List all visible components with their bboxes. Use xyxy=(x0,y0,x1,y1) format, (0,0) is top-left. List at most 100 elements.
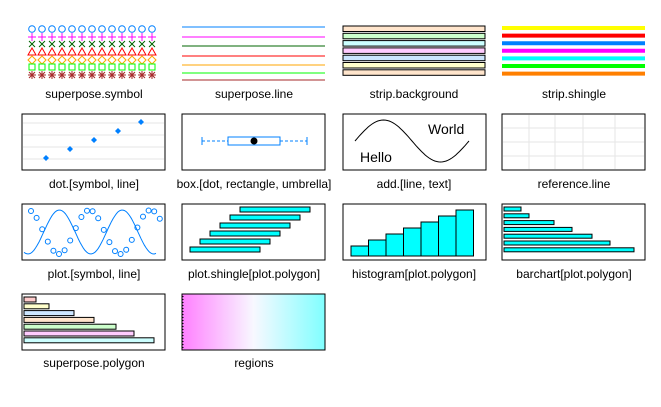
shingle-bar xyxy=(209,230,281,237)
symbol-square xyxy=(148,63,156,71)
symbol-x xyxy=(38,40,46,48)
symbol-circle xyxy=(48,25,56,33)
symbol-plus xyxy=(88,33,96,41)
histogram-bar xyxy=(455,209,474,257)
box-rectangle xyxy=(227,136,281,146)
strip-background-rect xyxy=(342,47,486,54)
plot-symbol xyxy=(84,207,90,214)
symbol-asterisk xyxy=(98,71,106,79)
plot-symbol xyxy=(123,246,130,253)
symbol-triangle xyxy=(107,46,117,56)
symbol-triangle xyxy=(127,46,137,56)
symbol-triangle xyxy=(97,46,107,56)
label-strip-shingle: strip.shingle xyxy=(541,87,607,101)
plot-symbol xyxy=(100,226,107,233)
add-line xyxy=(354,119,470,163)
shingle-bar xyxy=(199,238,271,245)
symbol-diamond xyxy=(107,55,117,65)
strip-background-rect xyxy=(342,40,486,47)
symbol-plus xyxy=(68,33,76,41)
superpose-polygon-bar xyxy=(23,323,117,330)
symbol-triangle xyxy=(147,46,157,56)
symbol-asterisk xyxy=(128,71,136,79)
dot-symbol xyxy=(43,155,49,161)
symbol-square xyxy=(98,63,106,71)
dot-symbol xyxy=(115,128,121,134)
add-text-world: World xyxy=(428,121,464,137)
symbol-x xyxy=(108,40,116,48)
barchart-bar xyxy=(503,240,611,246)
barchart-bar xyxy=(503,247,635,253)
symbol-triangle xyxy=(67,46,77,56)
dot-symbol xyxy=(138,119,144,125)
symbol-circle xyxy=(138,25,146,33)
symbol-circle xyxy=(88,25,96,33)
symbol-plus xyxy=(78,33,86,41)
plot-symbol xyxy=(33,214,40,221)
symbol-asterisk xyxy=(48,71,56,79)
symbol-x xyxy=(128,40,136,48)
plot-symbol xyxy=(134,224,141,231)
symbol-square xyxy=(28,63,36,71)
plot-symbol xyxy=(95,215,102,222)
symbol-x xyxy=(68,40,76,48)
symbol-circle xyxy=(148,25,156,33)
superpose-polygon-bar xyxy=(23,330,135,337)
symbol-square xyxy=(38,63,46,71)
symbol-asterisk xyxy=(88,71,96,79)
label-strip-background: strip.background xyxy=(369,87,459,101)
label-add: add.[line, text] xyxy=(376,177,452,191)
symbol-plus xyxy=(118,33,126,41)
symbol-asterisk xyxy=(38,71,46,79)
symbol-plus xyxy=(128,33,136,41)
symbol-plus xyxy=(148,33,156,41)
shingle-bar xyxy=(219,222,291,229)
superpose-polygon-bar xyxy=(23,296,37,303)
symbol-plus xyxy=(108,33,116,41)
symbol-plus xyxy=(38,33,46,41)
barchart-bar xyxy=(503,220,555,226)
strip-background-rect xyxy=(342,54,486,62)
symbol-square xyxy=(58,63,66,71)
label-barchart: barchart[plot.polygon] xyxy=(516,267,632,281)
superpose-polygon-bar xyxy=(23,310,75,317)
symbol-circle xyxy=(128,25,136,33)
barchart-bar xyxy=(503,226,573,232)
symbol-triangle xyxy=(137,46,147,56)
symbol-x xyxy=(78,40,86,48)
label-histogram: histogram[plot.polygon] xyxy=(351,267,477,281)
label-superpose-symbol: superpose.symbol xyxy=(45,87,143,101)
strip-background-rect xyxy=(342,69,486,76)
barchart-bar xyxy=(503,206,522,212)
symbol-asterisk xyxy=(58,71,66,79)
histogram-bar xyxy=(385,233,404,257)
plot-symbol xyxy=(61,247,68,254)
superpose-polygon-bar xyxy=(23,337,155,344)
plot-symbol xyxy=(117,251,124,257)
plot-symbol xyxy=(151,208,158,215)
label-superpose-line: superpose.line xyxy=(214,87,294,101)
symbol-circle xyxy=(28,25,36,33)
symbol-diamond xyxy=(67,55,77,65)
symbol-plus xyxy=(138,33,146,41)
symbol-triangle xyxy=(57,46,67,56)
symbol-square xyxy=(138,63,146,71)
symbol-asterisk xyxy=(68,71,76,79)
symbol-triangle xyxy=(87,46,97,56)
label-regions: regions xyxy=(234,356,274,370)
label-plot-shingle: plot.shingle[plot.polygon] xyxy=(187,267,321,281)
plot-symbol xyxy=(39,226,46,233)
add-text-hello: Hello xyxy=(360,149,392,165)
symbol-circle xyxy=(38,25,46,33)
plot-symbol xyxy=(112,248,118,255)
strip-background-rect xyxy=(342,32,486,40)
plot-symbol xyxy=(44,238,51,245)
plot-symbol xyxy=(156,215,163,222)
histogram-bar xyxy=(403,227,422,257)
label-box: box.[dot, rectangle, umbrella] xyxy=(176,177,332,191)
symbol-asterisk xyxy=(78,71,86,79)
symbol-diamond xyxy=(57,55,67,65)
strip-background-rect xyxy=(342,62,486,69)
plot-symbol xyxy=(72,225,79,232)
symbol-square xyxy=(78,63,86,71)
